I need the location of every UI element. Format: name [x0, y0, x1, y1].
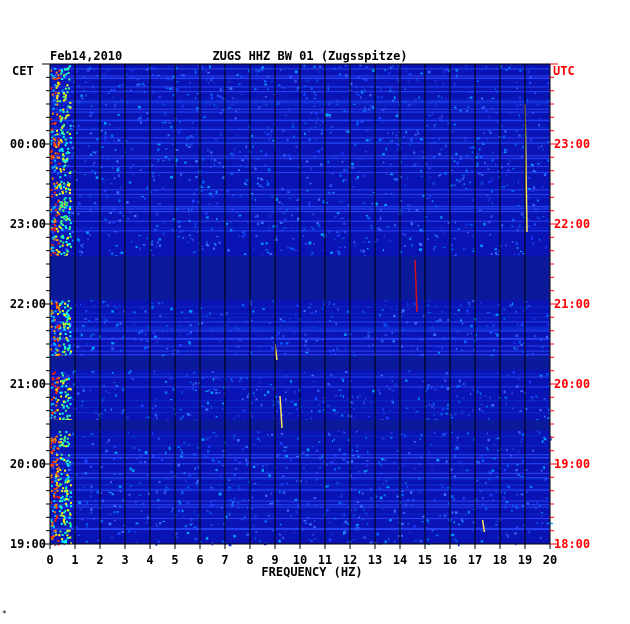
spectral-feature — [279, 395, 283, 429]
x-tick-label: 12 — [343, 553, 357, 567]
x-tick-label: 10 — [293, 553, 307, 567]
x-tick-label: 4 — [146, 553, 153, 567]
right-tick-label: 22:00 — [554, 217, 590, 231]
x-axis-label: FREQUENCY (HZ) — [261, 565, 362, 579]
right-tick-label: 19:00 — [554, 457, 590, 471]
spectral-feature — [414, 259, 418, 313]
left-tick-label: 20:00 — [10, 457, 46, 471]
footer-mark: * — [2, 609, 7, 618]
x-tick-label: 13 — [368, 553, 382, 567]
x-tick-label: 9 — [271, 553, 278, 567]
x-tick-label: 14 — [393, 553, 407, 567]
plot-area — [49, 63, 553, 547]
x-tick-label: 17 — [468, 553, 482, 567]
x-tick-label: 3 — [121, 553, 128, 567]
right-time-axis: 23:00 22:00 21:00 20:00 19:00 18:00 — [550, 63, 590, 551]
x-tick-label: 8 — [246, 553, 253, 567]
x-tick-label: 20 — [543, 553, 557, 567]
x-tick-label: 7 — [221, 553, 228, 567]
right-axis-label: UTC — [553, 64, 575, 78]
x-tick-label: 19 — [518, 553, 532, 567]
x-tick-label: 18 — [493, 553, 507, 567]
right-tick-label: 23:00 — [554, 137, 590, 151]
right-tick-label: 20:00 — [554, 377, 590, 391]
x-tick-label: 1 — [71, 553, 78, 567]
left-axis-label: CET — [12, 64, 34, 78]
left-tick-label: 23:00 — [10, 217, 46, 231]
x-tick-label: 5 — [171, 553, 178, 567]
spectral-feature — [481, 519, 486, 533]
left-tick-label: 21:00 — [10, 377, 46, 391]
x-tick-label: 16 — [443, 553, 457, 567]
x-axis: 0 1 2 3 4 5 6 7 8 9 10 11 12 13 14 15 16 17 18 19 20 — [46, 544, 557, 567]
left-tick-label: 22:00 — [10, 297, 46, 311]
x-tick-label: 2 — [96, 553, 103, 567]
chart-date: Feb14,2010 — [50, 49, 122, 63]
x-tick-label: 11 — [318, 553, 332, 567]
right-tick-label: 21:00 — [554, 297, 590, 311]
left-time-axis: 00:00 23:00 22:00 21:00 20:00 19:00 — [10, 63, 50, 551]
x-tick-label: 6 — [196, 553, 203, 567]
left-tick-label: 19:00 — [10, 537, 46, 551]
x-tick-label: 0 — [46, 553, 53, 567]
left-tick-label: 00:00 — [10, 137, 46, 151]
chart-title: ZUGS HHZ BW 01 (Zugsspitze) — [212, 49, 407, 63]
x-tick-label: 15 — [418, 553, 432, 567]
right-tick-label: 18:00 — [554, 537, 590, 551]
